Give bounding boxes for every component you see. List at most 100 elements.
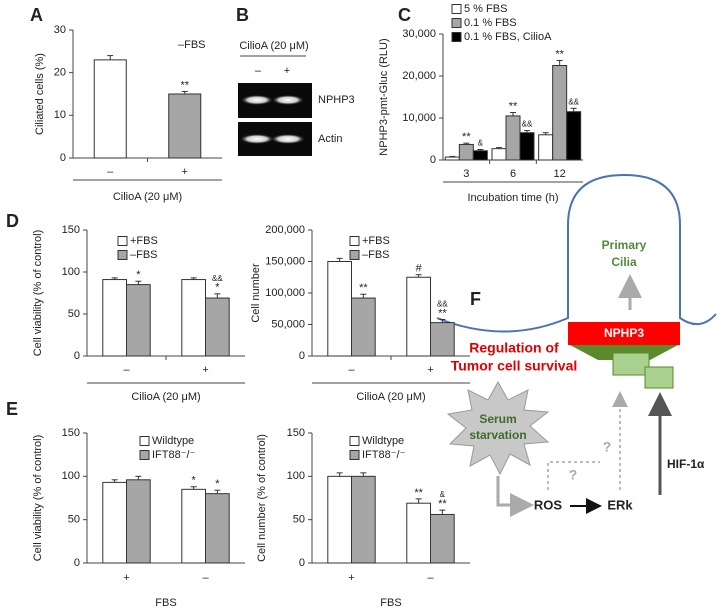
bar: [205, 493, 230, 564]
y-tick-label: 100,000: [265, 287, 305, 299]
bar: [351, 475, 376, 564]
legend-swatch: [349, 436, 360, 446]
stimulus-burst: [446, 380, 550, 476]
bar: [406, 502, 431, 564]
unknown-label: ?: [603, 439, 612, 455]
legend-label: IFT88⁻/⁻: [152, 449, 196, 461]
complex: [644, 366, 674, 389]
significance-marker: *: [136, 269, 141, 281]
legend-swatch: [139, 436, 150, 446]
legend-label: –FBS: [362, 249, 390, 261]
bar: [538, 134, 554, 161]
significance-marker: &: [478, 139, 484, 148]
significance-marker: **: [438, 498, 447, 510]
band-label: NPHP3: [318, 94, 355, 106]
significance-marker: &&: [437, 300, 448, 309]
significance-marker: **: [509, 100, 518, 112]
y-tick-label: 150: [287, 427, 305, 439]
unknown-label: ?: [569, 467, 578, 483]
y-axis-label: Ciliated cells (%): [34, 53, 46, 135]
bar: [181, 279, 207, 357]
significance-marker: *: [215, 282, 220, 294]
legend-swatch: [451, 4, 462, 14]
significance-marker: **: [555, 48, 564, 60]
y-tick-label: 0: [299, 350, 305, 362]
x-tick-label: 6: [510, 168, 516, 180]
x-axis-label: Incubation time (h): [467, 192, 558, 204]
x-tick-label: –: [348, 364, 355, 376]
panel-label: E: [6, 399, 18, 419]
bar: [168, 93, 202, 159]
legend-label: 5 % FBS: [464, 3, 507, 15]
legend-swatch: [451, 18, 462, 28]
x-tick-label: 12: [554, 168, 566, 180]
legend-swatch: [349, 450, 360, 460]
legend-swatch: [117, 236, 128, 246]
bar: [458, 143, 474, 161]
significance-marker: **: [180, 79, 189, 91]
bar: [406, 276, 431, 357]
lane-label: +: [284, 65, 290, 77]
stimulus-label: Serum: [479, 412, 516, 426]
erk-label: ERk: [607, 497, 633, 512]
significance-marker: &: [440, 490, 446, 499]
y-tick-label: 50: [293, 514, 305, 526]
legend-label: –FBS: [178, 39, 206, 51]
x-tick-label: –: [202, 572, 209, 584]
bar: [491, 148, 507, 161]
ros-label: ROS: [534, 497, 563, 512]
x-tick-label: +: [427, 364, 433, 376]
gel-band: [272, 95, 304, 105]
y-axis-label: Cell viability (% of control): [32, 230, 44, 357]
significance-marker: &&: [522, 120, 533, 129]
y-tick-label: 100: [62, 266, 80, 278]
y-axis-label: Cell number: [250, 263, 262, 323]
bar: [102, 481, 128, 564]
legend-label: +FBS: [362, 235, 390, 247]
y-tick-label: 10,000: [402, 112, 436, 124]
bar: [126, 479, 151, 564]
diagram-title: Tumor cell survival: [451, 358, 578, 374]
bar: [552, 65, 568, 161]
cilia-label: Cilia: [611, 255, 637, 269]
arrow: [496, 476, 534, 517]
legend-label: 0.1 % FBS, CilioA: [464, 31, 552, 43]
hif-label: HIF-1α: [667, 457, 705, 471]
y-tick-label: 20,000: [402, 70, 436, 82]
y-axis-label: Cell viability (% of control): [32, 435, 44, 562]
legend-label: Wildtype: [152, 435, 194, 447]
x-axis-label: FBS: [380, 597, 401, 609]
significance-marker: &&: [568, 97, 579, 106]
bar: [327, 261, 352, 357]
legend-label: +FBS: [130, 235, 158, 247]
y-tick-label: 150: [62, 427, 80, 439]
y-tick-label: 50: [68, 514, 80, 526]
x-tick-label: +: [182, 166, 188, 178]
legend-swatch: [349, 250, 360, 260]
dotted-arrow: [547, 461, 600, 490]
bar: [444, 156, 460, 161]
legend-label: IFT88⁻/⁻: [362, 449, 406, 461]
bar: [205, 297, 230, 357]
panel-label: B: [236, 5, 249, 25]
significance-marker: **: [414, 487, 423, 499]
x-axis-label: CilioA (20 μM): [131, 391, 200, 403]
panel-label: F: [470, 289, 481, 309]
band-label: Actin: [318, 133, 342, 145]
y-tick-label: 30,000: [402, 28, 436, 40]
y-tick-label: 150: [62, 224, 80, 236]
significance-marker: #: [416, 263, 423, 275]
y-tick-label: 50,000: [271, 318, 305, 330]
y-tick-label: 150,000: [265, 255, 305, 267]
cilia-label: Primary: [602, 238, 647, 252]
x-tick-label: +: [202, 364, 208, 376]
legend-swatch: [451, 32, 462, 42]
gel-band: [271, 134, 305, 144]
gel-band: [241, 95, 273, 105]
protein-box: [568, 322, 680, 345]
x-tick-label: +: [348, 572, 354, 584]
y-tick-label: 100: [62, 470, 80, 482]
y-tick-label: 10: [54, 109, 66, 121]
x-axis-label: CilioA (20 μM): [113, 191, 182, 203]
